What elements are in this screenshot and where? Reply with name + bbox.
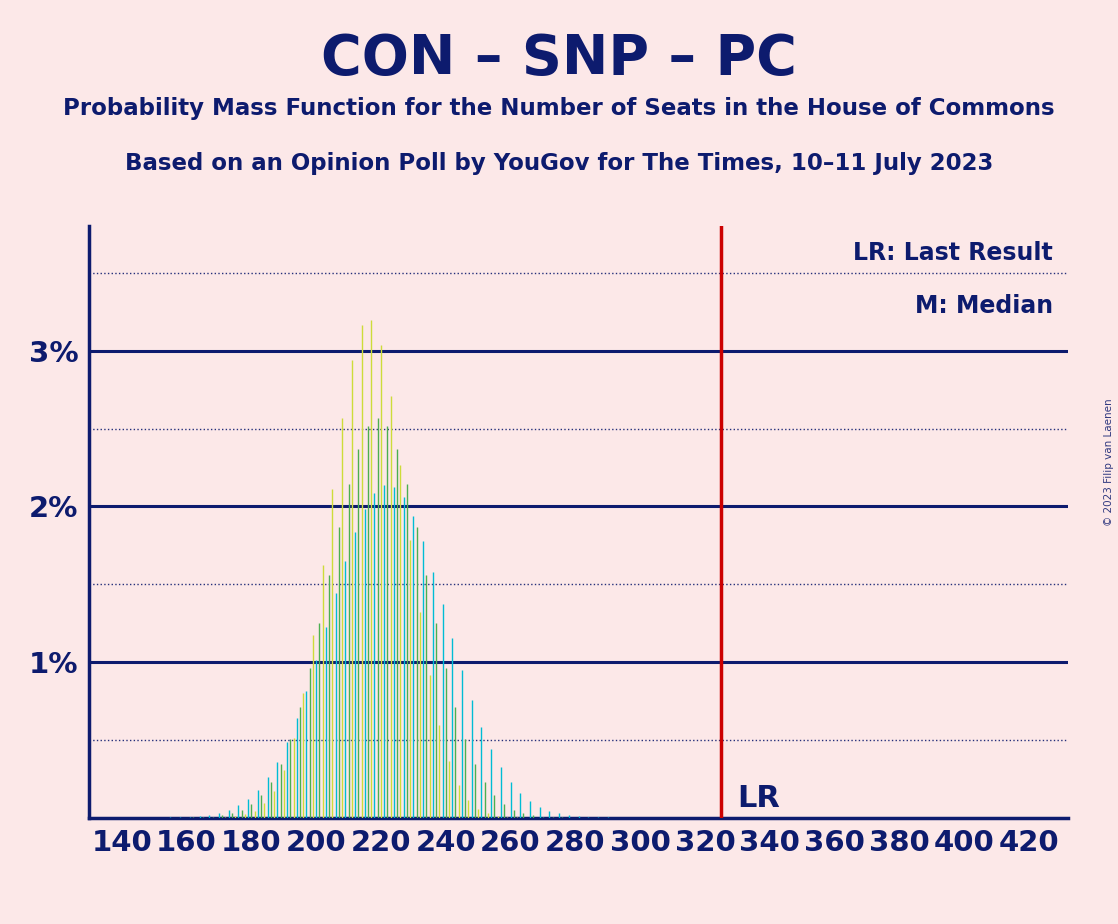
Text: © 2023 Filip van Laenen: © 2023 Filip van Laenen: [1105, 398, 1114, 526]
Text: LR: LR: [737, 784, 780, 813]
Text: LR: Last Result: LR: Last Result: [853, 241, 1053, 265]
Text: M: Median: M: Median: [915, 295, 1053, 319]
Text: Probability Mass Function for the Number of Seats in the House of Commons: Probability Mass Function for the Number…: [64, 97, 1054, 120]
Text: Based on an Opinion Poll by YouGov for The Times, 10–11 July 2023: Based on an Opinion Poll by YouGov for T…: [125, 152, 993, 176]
Text: CON – SNP – PC: CON – SNP – PC: [321, 32, 797, 86]
